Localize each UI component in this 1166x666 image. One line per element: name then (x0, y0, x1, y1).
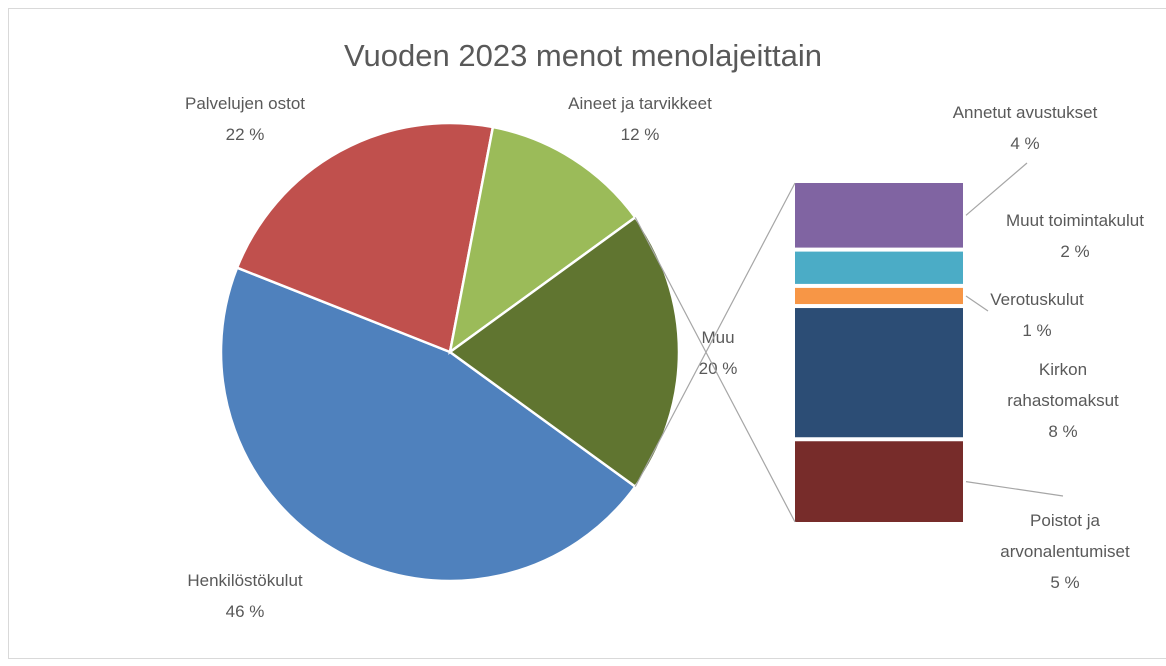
category-label: Palvelujen ostot (184, 94, 306, 113)
pie-slice (219, 266, 638, 583)
breakdown-label: Kirkon rahastomaksut 8 % (993, 354, 1133, 447)
pie-label: Aineet ja tarvikkeet 12 % (520, 88, 760, 150)
breakdown-label: Poistot ja arvonalentumiset 5 % (985, 505, 1145, 598)
pie-label-box: Palvelujen ostot 22 % (135, 88, 355, 150)
data-label: 22 % (225, 125, 265, 144)
data-label: 46 % (225, 602, 265, 621)
breakdown-segment (795, 183, 963, 248)
data-label: 20 % (698, 359, 738, 378)
pie-slice (448, 125, 638, 355)
pie-label-box: Muu 20 % (668, 322, 768, 384)
breakdown-segment (795, 308, 963, 438)
category-label: Aineet ja tarvikkeet (568, 94, 712, 113)
chart-title: Vuoden 2023 menot menolajeittain (344, 38, 822, 73)
data-label: 5 % (1050, 573, 1080, 592)
breakdown-label: Muut toimintakulut 2 % (970, 205, 1166, 267)
data-label: 2 % (1060, 242, 1090, 261)
breakdown-label-box: Muut toimintakulut 2 % (970, 205, 1166, 267)
breakdown-label: Verotuskulut 1 % (962, 284, 1112, 346)
pie-slice (447, 215, 681, 489)
data-label: 8 % (1048, 422, 1078, 441)
pie-label-box: Henkilöstökulut 46 % (145, 565, 345, 627)
pie-label: Henkilöstökulut 46 % (145, 565, 345, 627)
data-label: 12 % (620, 125, 660, 144)
pie-label: Palvelujen ostot 22 % (135, 88, 355, 150)
pie-slice (235, 121, 495, 354)
category-label: Muu (701, 328, 735, 347)
leader-line (965, 295, 989, 312)
pie-label: Muu 20 % (668, 322, 768, 384)
leader-line (965, 162, 1028, 216)
data-label: 4 % (1010, 134, 1040, 153)
connector-line (634, 217, 796, 523)
data-label: 1 % (1022, 321, 1052, 340)
category-label: Muut toimintakulut (1006, 211, 1144, 230)
category-label: Kirkon rahastomaksut (1007, 360, 1119, 410)
category-label: Poistot ja arvonalentumiset (1000, 511, 1130, 561)
connector-line (634, 182, 796, 487)
breakdown-label-box: Verotuskulut 1 % (962, 284, 1112, 346)
breakdown-segment (795, 287, 963, 305)
leader-line (965, 481, 1064, 497)
breakdown-label-box: Annetut avustukset 4 % (925, 97, 1125, 159)
category-label: Verotuskulut (990, 290, 1084, 309)
breakdown-label-box: Poistot ja arvonalentumiset 5 % (985, 505, 1145, 598)
breakdown-label-box: Kirkon rahastomaksut 8 % (993, 354, 1133, 447)
breakdown-segment (795, 251, 963, 284)
category-label: Annetut avustukset (952, 103, 1098, 122)
breakdown-segment (795, 441, 963, 522)
category-label: Henkilöstökulut (187, 571, 303, 590)
pie-label-box: Aineet ja tarvikkeet 12 % (520, 88, 760, 150)
breakdown-label: Annetut avustukset 4 % (925, 97, 1125, 159)
